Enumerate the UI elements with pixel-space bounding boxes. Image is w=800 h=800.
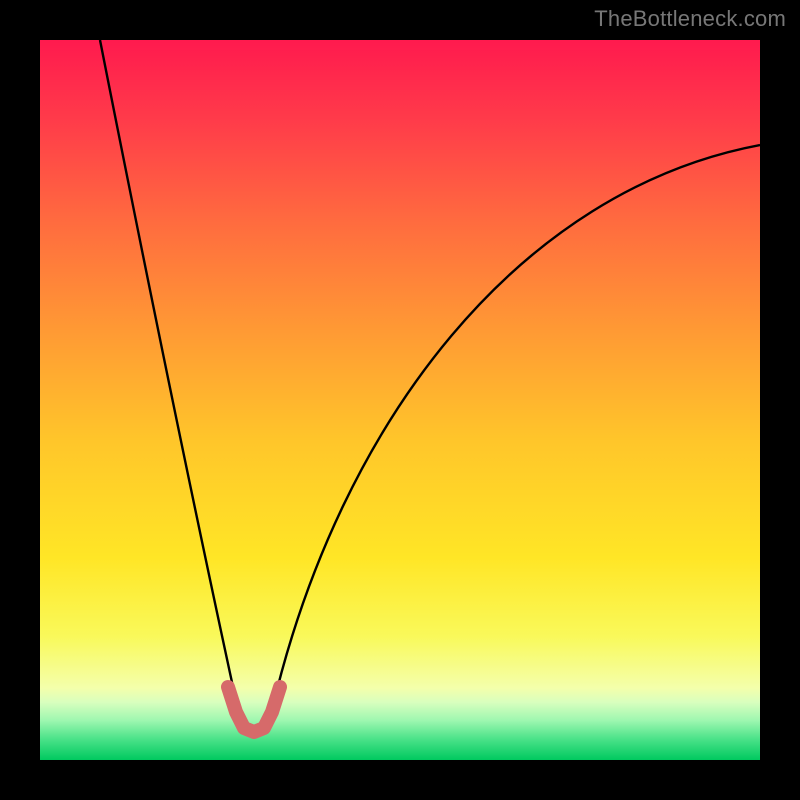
watermark-text: TheBottleneck.com (594, 6, 786, 32)
curve-layer (40, 40, 760, 760)
plot-area (40, 40, 760, 760)
bottleneck-curve (100, 40, 760, 710)
chart-container: TheBottleneck.com (0, 0, 800, 800)
bottleneck-highlight (228, 687, 280, 732)
